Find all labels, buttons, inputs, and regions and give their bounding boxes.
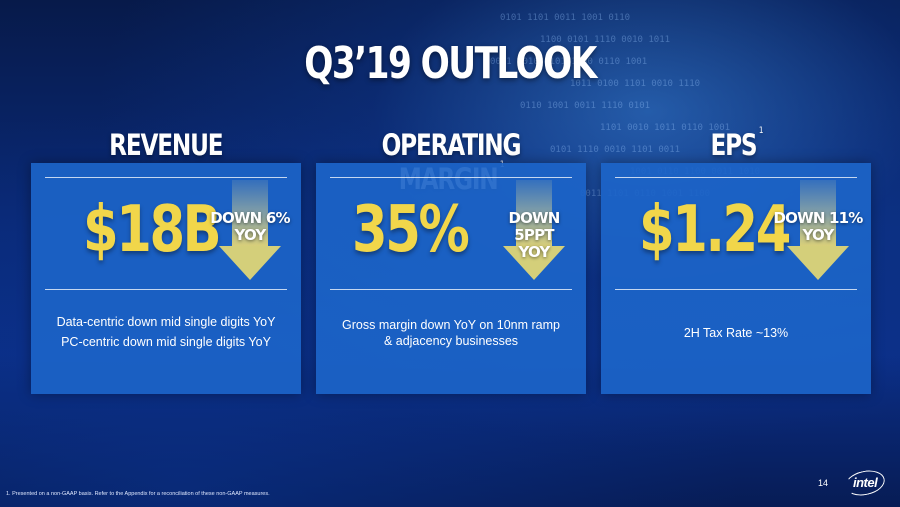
- operating-margin-value: 35%: [352, 193, 470, 267]
- eps-change-line1: DOWN 11%: [773, 209, 863, 227]
- intel-logo: intel: [842, 467, 888, 499]
- down-arrow-icon: DOWN 5PPT YOY: [503, 180, 565, 284]
- eps-value: $1.24: [639, 193, 791, 267]
- operating-margin-change-line1: DOWN 5PPT: [508, 209, 560, 244]
- logo-text: intel: [853, 475, 878, 490]
- eps-panel: $1.24 DOWN 11% YOY 2H Tax Rate ~13%: [601, 163, 871, 394]
- revenue-note-2: PC-centric down mid single digits YoY: [61, 335, 271, 349]
- revenue-panel: $18B DOWN 6% YOY Data-centric down mid s…: [31, 163, 301, 394]
- operating-margin-change: DOWN 5PPT YOY: [487, 210, 581, 261]
- revenue-heading-text: REVENUE: [109, 128, 223, 162]
- divider: [45, 289, 287, 290]
- eps-heading: EPS 1: [601, 126, 871, 162]
- operating-margin-panel: 35% DOWN 5PPT YOY Gross margin down YoY …: [316, 163, 586, 394]
- revenue-change-line2: YOY: [234, 226, 266, 244]
- down-arrow-icon: DOWN 11% YOY: [773, 180, 863, 284]
- svg-text:0101 1101 0011 1001 0110: 0101 1101 0011 1001 0110: [500, 13, 630, 23]
- slide-title: Q3’19 OUTLOOK: [304, 38, 597, 89]
- page-number: 14: [818, 478, 829, 488]
- eps-change: DOWN 11% YOY: [771, 210, 865, 244]
- eps-change-line2: YOY: [802, 226, 834, 244]
- divider: [330, 289, 572, 290]
- divider: [615, 289, 857, 290]
- divider: [615, 177, 857, 178]
- footnote-marker: 1: [758, 126, 763, 136]
- operating-margin-note-2: & adjacency businesses: [383, 334, 519, 348]
- eps-heading-text: EPS: [710, 128, 757, 162]
- revenue-heading: REVENUE: [31, 128, 301, 162]
- operating-margin-note-1: Gross margin down YoY on 10nm ramp: [342, 318, 560, 332]
- divider: [330, 177, 572, 178]
- svg-text:0110 1001 0011 1110 0101: 0110 1001 0011 1110 0101: [520, 101, 650, 111]
- operating-margin-change-line2: YOY: [518, 243, 550, 261]
- revenue-change-line1: DOWN 6%: [210, 209, 290, 227]
- footnote: 1. Presented on a non-GAAP basis. Refer …: [6, 491, 270, 497]
- revenue-value: $18B: [83, 193, 222, 267]
- down-arrow-icon: DOWN 6% YOY: [210, 180, 290, 284]
- revenue-note-1: Data-centric down mid single digits YoY: [56, 315, 276, 329]
- revenue-change: DOWN 6% YOY: [203, 210, 297, 244]
- divider: [45, 177, 287, 178]
- eps-note-1: 2H Tax Rate ~13%: [683, 326, 789, 340]
